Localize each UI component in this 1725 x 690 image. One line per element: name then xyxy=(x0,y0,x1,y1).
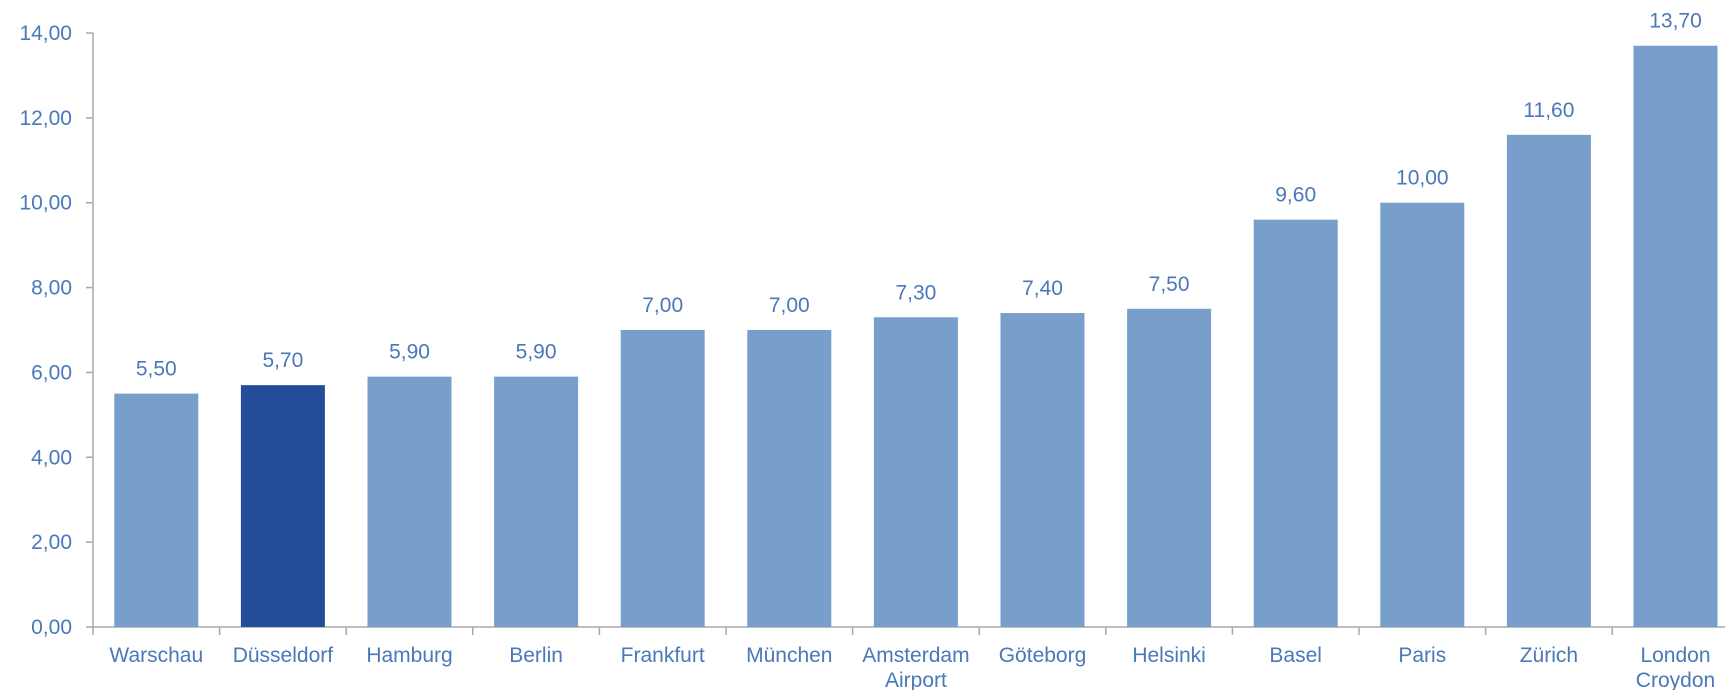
y-tick-label: 10,00 xyxy=(19,192,72,215)
bar xyxy=(114,393,199,627)
x-tick-label: Berlin xyxy=(509,644,563,667)
bar-value-label: 13,70 xyxy=(1649,10,1702,33)
bar-value-label: 5,90 xyxy=(389,341,430,364)
y-tick-label: 8,00 xyxy=(31,277,72,300)
x-tick-label: Düsseldorf xyxy=(233,644,334,667)
bar-value-label: 7,40 xyxy=(1022,277,1063,300)
bar-value-label: 5,50 xyxy=(136,358,177,381)
bar-value-label: 9,60 xyxy=(1275,184,1316,207)
x-tick-label: Paris xyxy=(1398,644,1446,667)
bar xyxy=(1000,313,1085,627)
x-tick-label: München xyxy=(746,644,832,667)
y-tick-label: 0,00 xyxy=(31,616,72,639)
bar-value-label: 7,00 xyxy=(769,294,810,317)
bar xyxy=(367,376,452,627)
bar xyxy=(1253,219,1338,627)
bar xyxy=(1127,308,1212,627)
x-tick-label: Basel xyxy=(1269,644,1322,667)
x-tick-label: Zürich xyxy=(1520,644,1578,667)
bar xyxy=(747,330,832,627)
bar xyxy=(1633,45,1718,627)
bar-value-label: 7,30 xyxy=(895,281,936,304)
y-tick-label: 12,00 xyxy=(19,107,72,130)
y-tick-label: 14,00 xyxy=(19,22,72,45)
x-tick-label: London xyxy=(1640,644,1710,667)
x-tick-label: Warschau xyxy=(109,644,203,667)
bar xyxy=(1380,202,1465,627)
bar-value-label: 11,60 xyxy=(1523,99,1574,122)
y-tick-label: 6,00 xyxy=(31,361,72,384)
bar-value-label: 7,00 xyxy=(642,294,683,317)
bar-value-label: 7,50 xyxy=(1149,273,1190,296)
y-tick-label: 4,00 xyxy=(31,446,72,469)
bar xyxy=(1506,134,1591,628)
bar xyxy=(873,317,958,627)
bar xyxy=(620,330,705,627)
x-tick-label: Hamburg xyxy=(366,644,452,667)
x-tick-label: Helsinki xyxy=(1132,644,1206,667)
x-tick-label: Göteborg xyxy=(999,644,1087,667)
bar-value-label: 5,70 xyxy=(262,349,303,372)
bar xyxy=(240,385,325,627)
bar-value-label: 5,90 xyxy=(516,341,557,364)
y-tick-label: 2,00 xyxy=(31,531,72,554)
x-tick-label: Airport xyxy=(885,669,947,690)
bar xyxy=(494,376,579,627)
x-tick-label: Croydon xyxy=(1636,669,1715,690)
x-tick-label: Frankfurt xyxy=(621,644,705,667)
bar-value-label: 10,00 xyxy=(1396,167,1449,190)
x-tick-label: Amsterdam xyxy=(862,644,969,667)
